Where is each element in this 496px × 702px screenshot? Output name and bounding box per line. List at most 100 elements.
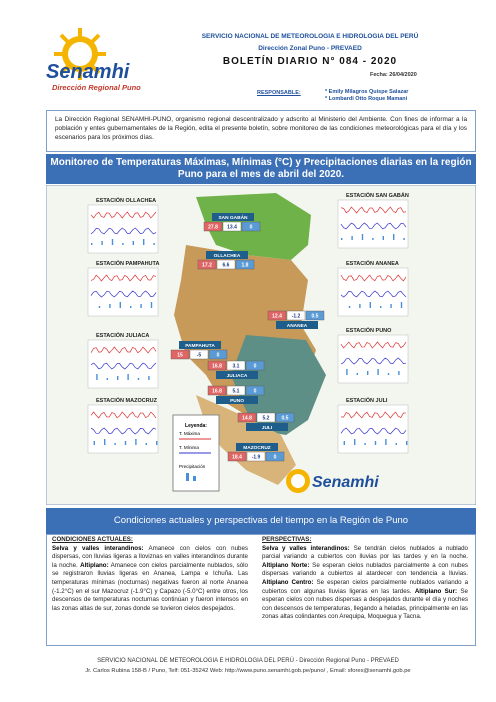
- chart-line: [340, 427, 407, 435]
- chart-frame: [87, 339, 159, 389]
- chart-bar: [398, 371, 400, 375]
- chart-bar: [106, 378, 108, 380]
- station-value: 0: [274, 455, 277, 461]
- station-chart-title: ESTACIÓN PUNO: [346, 326, 392, 334]
- chart-bar: [400, 302, 403, 308]
- chart-bar: [403, 238, 405, 240]
- station-value: 13.4: [227, 225, 237, 231]
- chart-bar: [145, 443, 147, 445]
- map-panel: ESTACIÓN OLLACHEA ESTACIÓN PAMPAHUTA ESTAC…: [46, 185, 476, 505]
- chart-bar: [109, 304, 111, 308]
- chart-frame: [87, 267, 159, 317]
- station-chart-title: ESTACIÓN JULIACA: [96, 331, 149, 339]
- chart-bar: [119, 302, 121, 308]
- station-name-box: [179, 341, 221, 349]
- station-value-cell: [170, 349, 190, 360]
- station-value: 0: [217, 353, 220, 359]
- chart-bar: [148, 376, 150, 380]
- bulletin-title: BOLETÍN DIARIO N° 084 - 2020: [222, 56, 398, 67]
- responsible-list: * Emily Milagros Quispe Salazar * Lombar…: [325, 89, 408, 103]
- chart-bar: [91, 243, 93, 245]
- station-value: 3.1: [233, 364, 240, 370]
- chart-bar: [346, 369, 348, 375]
- chart-bar: [96, 374, 98, 380]
- footer-line: Jr. Carlos Rubina 158-B / Puno, Telf: 05…: [85, 668, 411, 674]
- chart-line: [90, 211, 157, 219]
- chart-bar: [114, 443, 116, 445]
- item-text: Se tendrán cielos nublados a nublado par…: [262, 544, 468, 561]
- station-value-cell: [275, 412, 295, 423]
- chart-bar: [117, 376, 119, 380]
- station-value-cell: [189, 349, 209, 360]
- chart-line: [340, 357, 407, 365]
- chart-line: [90, 411, 157, 419]
- item-text: Se esperan cielos nublados parcialmente …: [262, 561, 468, 578]
- station-name-box: [216, 396, 258, 404]
- station-name: ANANEA: [287, 323, 308, 329]
- station-name: JULI: [262, 425, 273, 431]
- station-value: 16.8: [212, 389, 222, 395]
- conditions-box: [46, 534, 476, 646]
- chart-bar: [348, 306, 351, 308]
- chart-bar: [93, 441, 95, 445]
- chart-bar: [140, 304, 142, 308]
- item-label: Selva y valles interandinos:: [52, 544, 144, 552]
- chart-line: [340, 274, 407, 282]
- station-name: SAN GABÁN: [218, 214, 248, 221]
- chart-line: [90, 427, 157, 435]
- item-text: Amanece con cielos con nubes dispersas, …: [52, 544, 248, 569]
- chart-bar: [385, 439, 387, 445]
- station-value-cell: [245, 385, 265, 396]
- station-value: 17.2: [202, 263, 212, 269]
- chart-bar: [354, 439, 356, 445]
- chart-bar: [127, 374, 129, 380]
- chart-bar: [341, 238, 343, 240]
- chart-bar: [130, 306, 132, 308]
- conditions-title: Condiciones actuales y perspectivas del …: [46, 508, 476, 534]
- station-value: 27.8: [208, 225, 218, 231]
- legend-bar: [193, 476, 196, 481]
- chart-line: [90, 274, 157, 282]
- station-value-cell: [245, 360, 265, 371]
- station-name: JULIACA: [227, 373, 248, 379]
- chart-bar: [98, 306, 101, 308]
- chart-bar: [124, 441, 127, 445]
- station-chart-title: ESTACIÓN SAN GABÁN: [346, 191, 409, 199]
- responsible: * Emily Milagros Quispe Salazar: [325, 89, 409, 95]
- station-value-cell: [197, 259, 217, 270]
- chart-bar: [377, 369, 379, 375]
- station-name-box: [212, 213, 254, 221]
- map-section-title: Monitoreo de Temperaturas Máximas, Mínim…: [46, 154, 476, 184]
- chart-line: [340, 411, 407, 419]
- station-value-cell: [241, 221, 261, 232]
- responsible: * Lombardi Otto Roque Mamani: [325, 96, 408, 102]
- legend-item: Precipitación: [179, 464, 206, 469]
- chart-bar: [406, 441, 408, 445]
- chart-bar: [137, 378, 140, 380]
- item-label: Altiplano:: [80, 561, 109, 569]
- chart-line: [340, 341, 407, 349]
- station-value: 15: [177, 353, 183, 359]
- station-name: OLLACHEA: [214, 253, 241, 259]
- item-label: Altiplano Centro:: [262, 578, 314, 586]
- chart-bar: [367, 371, 369, 375]
- station-value: 5.1: [233, 389, 240, 395]
- chart-line: [90, 290, 157, 298]
- date: Fecha: 26/04/2020: [370, 72, 417, 78]
- item-label: Selva y valles interandinos:: [262, 544, 350, 552]
- station-value: -1.9: [252, 455, 261, 461]
- station-name-box: [206, 251, 248, 259]
- chart-bar: [369, 302, 371, 308]
- item-text: Se esperan cielos con nubes dispersas a …: [262, 587, 468, 621]
- station-value-cell: [246, 451, 266, 462]
- chart-line: [90, 346, 157, 354]
- intro: La Dirección Regional SENAMHI-PUNO, orga…: [46, 110, 476, 152]
- chart-bar: [356, 373, 358, 375]
- column-heading: PERSPECTIVAS:: [262, 536, 312, 543]
- legend-item: T. Mínima: [179, 445, 199, 450]
- chart-line: [90, 227, 157, 235]
- station-value-cell: [226, 385, 246, 396]
- station-chart-title: ESTACIÓN PAMPAHUTA: [96, 259, 159, 267]
- office: Dirección Zonal Puno - PREVAED: [258, 45, 362, 52]
- sun: [54, 28, 106, 80]
